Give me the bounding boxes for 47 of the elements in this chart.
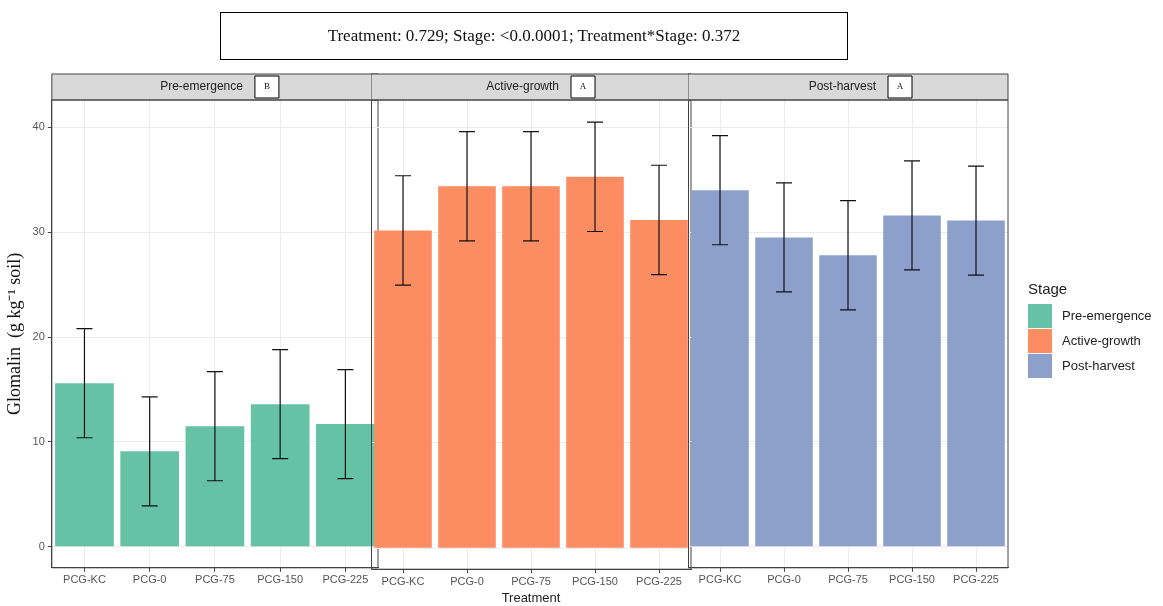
chart-title: Pre-emergence xyxy=(160,79,244,94)
bar xyxy=(755,237,813,547)
chart-title: Post-harvest xyxy=(808,79,877,94)
bar xyxy=(185,426,245,547)
legend-title: Stage xyxy=(1028,280,1069,297)
x-tick-label: PCG-0 xyxy=(767,573,801,586)
bar xyxy=(883,215,941,547)
y-axis-title: Glomalin (g kg⁻¹ soil) xyxy=(3,252,25,416)
x-tick-label: PCG-150 xyxy=(257,573,304,586)
x-tick-label: PCG-KC xyxy=(698,573,742,586)
x-tick-label: PCG-0 xyxy=(132,573,167,586)
x-tick-label: PCG-75 xyxy=(828,573,868,586)
text: B xyxy=(263,81,270,92)
y-tick-label: 10 xyxy=(32,434,45,447)
x-tick-label: PCG-225 xyxy=(322,573,369,586)
chart-title: Active-growth xyxy=(486,79,559,94)
text: Treatment: 0.729; Stage: <0.0.0001; Treatment*Stage: 0.372 xyxy=(220,12,848,60)
x-tick-label: PCG-75 xyxy=(195,573,235,586)
bar xyxy=(55,383,114,547)
x-tick-label: PCG-150 xyxy=(572,574,618,587)
x-tick-label: PCG-225 xyxy=(953,573,999,586)
bar xyxy=(120,451,180,547)
y-tick-label: 40 xyxy=(32,120,45,133)
bar xyxy=(630,219,688,548)
x-tick-label: PCG-75 xyxy=(511,574,551,587)
x-tick-label: PCG-150 xyxy=(889,573,935,586)
x-axis-title: Treatment xyxy=(501,589,561,605)
bar xyxy=(947,220,1005,547)
x-tick-label: PCG-0 xyxy=(450,574,484,587)
x-tick-label: PCG-225 xyxy=(636,574,682,587)
x-tick-label: PCG-KC xyxy=(381,574,425,587)
bar xyxy=(502,186,560,548)
legend-label: Active-growth xyxy=(1062,333,1141,348)
y-tick-label: 0 xyxy=(38,539,45,552)
bar xyxy=(819,255,877,547)
bar xyxy=(438,186,496,548)
legend-label: Post-harvest xyxy=(1062,358,1135,373)
bar xyxy=(374,230,432,548)
bar xyxy=(691,190,749,547)
bar xyxy=(566,176,624,548)
y-tick-label: 20 xyxy=(32,330,45,343)
x-tick-label: PCG-KC xyxy=(63,573,106,586)
legend-label: Pre-emergence xyxy=(1062,308,1152,323)
text: A xyxy=(896,81,904,92)
bar xyxy=(250,404,310,547)
y-tick-label: 30 xyxy=(32,225,45,238)
text: A xyxy=(579,81,587,92)
